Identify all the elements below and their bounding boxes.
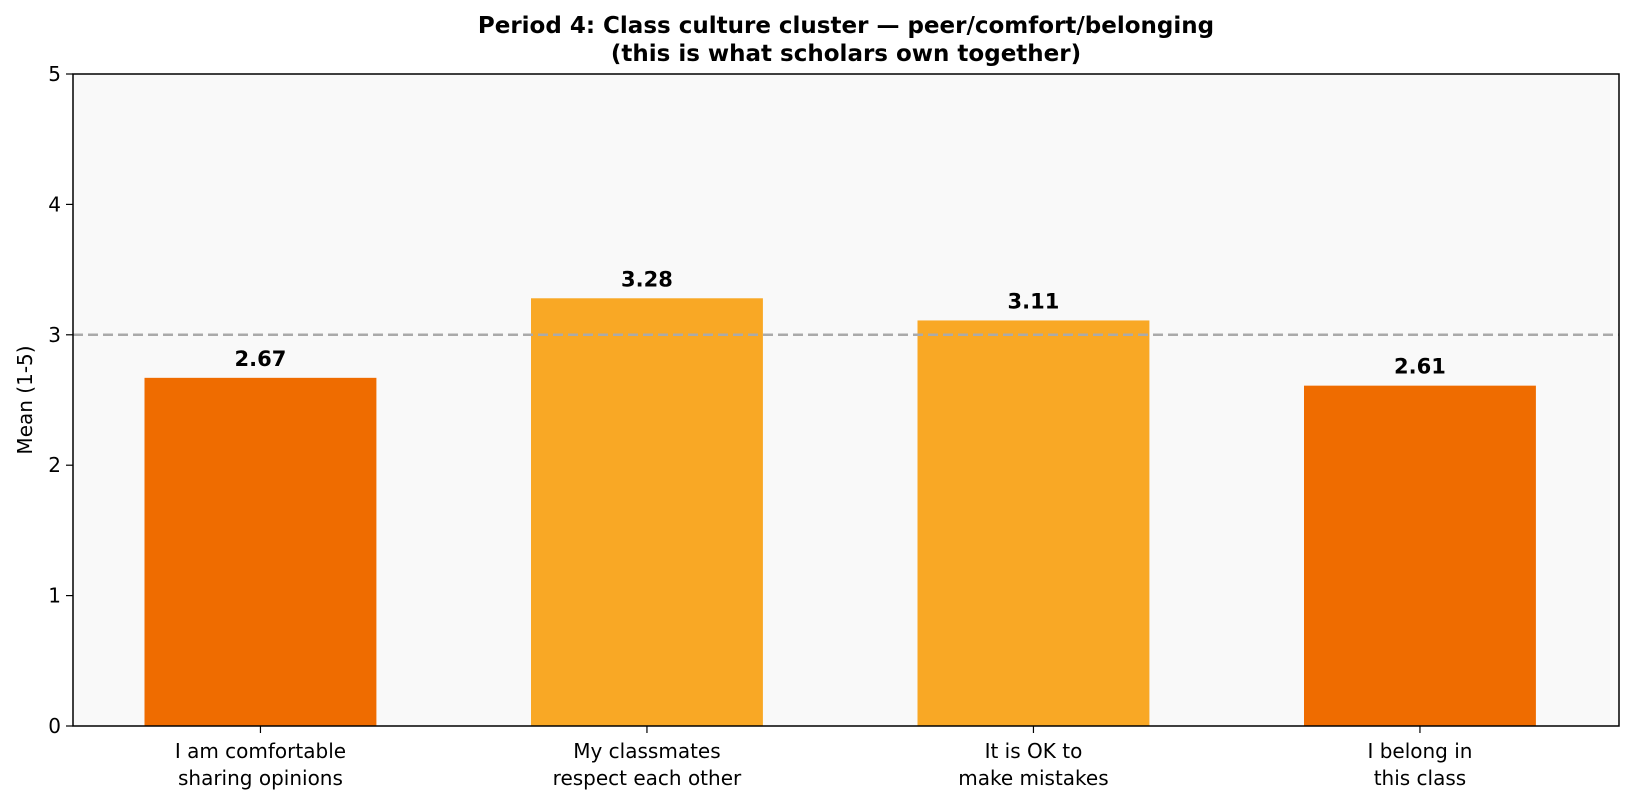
y-tick-label: 1 <box>48 584 61 608</box>
chart-subtitle: (this is what scholars own together) <box>611 41 1081 67</box>
x-tick-label: It is OK to make mistakes <box>958 739 1108 790</box>
x-tick-label: I am comfortable sharing opinions <box>175 739 346 790</box>
x-tick-label: I belong in this class <box>1367 739 1472 790</box>
value-label: 3.11 <box>1008 289 1060 313</box>
value-label: 2.67 <box>235 347 287 371</box>
y-tick-label: 5 <box>48 62 61 86</box>
y-tick-label: 4 <box>48 192 61 216</box>
plot-frame <box>72 73 1620 727</box>
y-axis-label: Mean (1-5) <box>13 345 37 454</box>
value-label: 3.28 <box>621 267 673 291</box>
bar <box>1304 385 1536 726</box>
x-tick-label: My classmates respect each other <box>553 739 742 790</box>
bar <box>917 320 1150 726</box>
value-label: 2.61 <box>1394 355 1446 379</box>
bar <box>531 298 763 726</box>
y-tick-label: 3 <box>48 323 61 347</box>
chart-title: Period 4: Class culture cluster — peer/c… <box>478 13 1214 39</box>
y-tick-label: 0 <box>48 714 61 738</box>
bar <box>144 377 377 726</box>
y-tick-label: 2 <box>48 453 61 477</box>
